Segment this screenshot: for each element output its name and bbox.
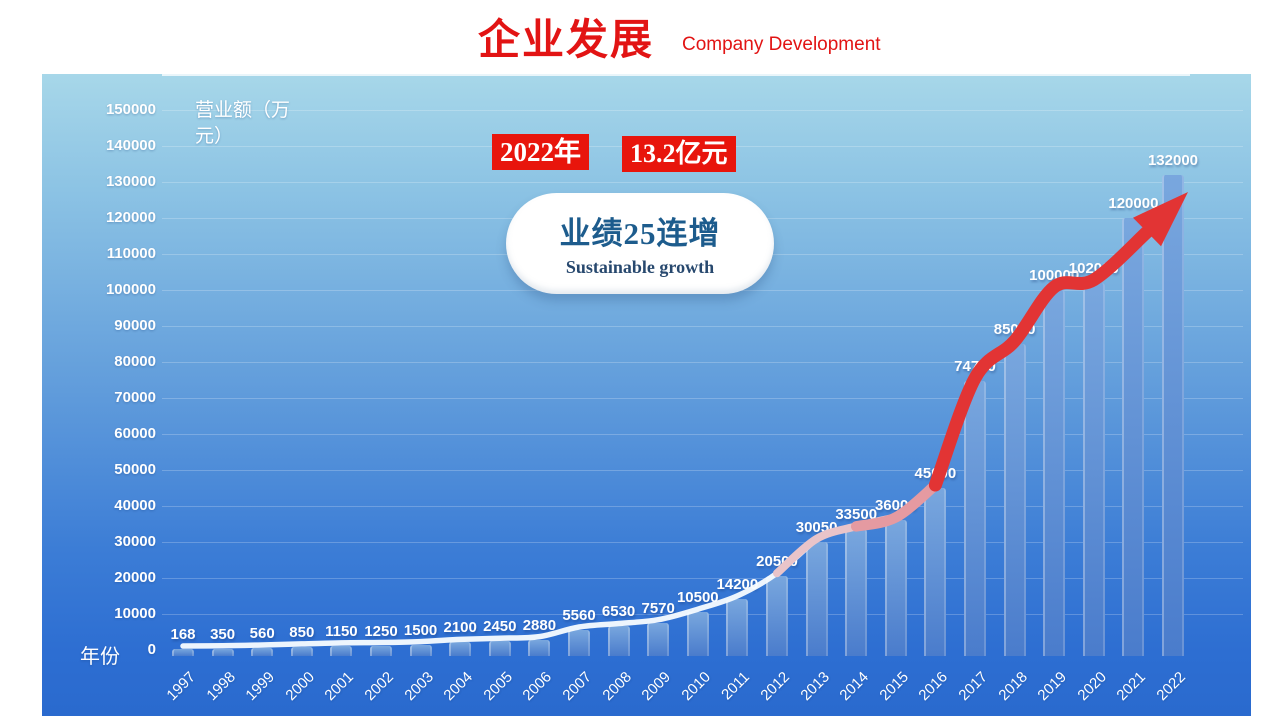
- gridline: [162, 110, 1243, 111]
- data-label-2020: 102000: [1068, 259, 1119, 277]
- gridline: [162, 434, 1243, 435]
- bar-2009: [647, 622, 670, 656]
- gridline: [162, 362, 1243, 363]
- bar-1997: [172, 649, 194, 656]
- bar-2022: [1162, 174, 1184, 656]
- bubble-title: 业绩25连增: [559, 216, 721, 251]
- bar-2011: [726, 598, 749, 656]
- data-label-2015: 36000: [874, 497, 917, 515]
- y-tick-label: 30000: [114, 533, 156, 550]
- bar-2006: [528, 639, 551, 656]
- gridline: [162, 398, 1243, 399]
- y-tick-label: 110000: [106, 245, 156, 262]
- y-tick-label: 70000: [114, 389, 156, 406]
- bar-2018: [1003, 344, 1026, 656]
- growth-bubble: 业绩25连增 Sustainable growth: [506, 193, 774, 294]
- y-tick-label: 10000: [114, 605, 156, 622]
- y-tick-label: 0: [147, 641, 156, 658]
- bar-2004: [449, 642, 472, 656]
- page-title: 企业发展: [478, 16, 655, 63]
- bar-2008: [607, 626, 630, 656]
- page-subtitle: Company Development: [682, 34, 881, 55]
- bar-1999: [251, 647, 274, 656]
- amount-badge: 13.2亿元: [622, 136, 736, 172]
- data-label-2022: 132000: [1147, 151, 1199, 169]
- x-axis-line: [162, 74, 1190, 76]
- bar-2015: [884, 520, 907, 656]
- bar-2020: [1082, 282, 1105, 656]
- y-tick-label: 140000: [105, 137, 156, 154]
- gridline: [162, 542, 1243, 543]
- bar-2005: [488, 641, 511, 656]
- data-label-2012: 20500: [756, 553, 798, 571]
- y-tick-label: 130000: [105, 173, 156, 190]
- y-tick-label: 80000: [114, 353, 156, 370]
- year-badge: 2022年: [492, 134, 589, 170]
- y-tick-label: 60000: [114, 425, 156, 442]
- bar-2000: [290, 646, 313, 656]
- data-label-2021: 120000: [1108, 195, 1159, 212]
- y-tick-label: 20000: [114, 569, 156, 586]
- data-label-2011: 14200: [716, 575, 759, 593]
- y-tick-label: 90000: [114, 317, 156, 334]
- bar-2017: [964, 381, 986, 656]
- y-tick-label: 50000: [114, 461, 156, 478]
- y-axis-title: 营业额（万元）: [195, 100, 291, 147]
- y-tick-label: 40000: [114, 497, 156, 514]
- data-label-2017: 74700: [954, 358, 996, 376]
- bar-2014: [845, 529, 868, 656]
- bar-1998: [211, 648, 234, 656]
- bar-2010: [686, 612, 709, 656]
- data-label-2018: 85000: [993, 321, 1036, 338]
- x-axis-title: 年份: [80, 646, 120, 668]
- bubble-subtitle: Sustainable growth: [565, 257, 715, 277]
- bar-2003: [409, 644, 432, 656]
- bar-2002: [370, 645, 392, 656]
- gridline: [162, 470, 1243, 471]
- y-tick-label: 120000: [105, 209, 156, 226]
- y-tick-label: 150000: [105, 101, 156, 118]
- gridline: [162, 326, 1243, 327]
- y-tick-label: 100000: [105, 281, 156, 298]
- data-label-2016: 45000: [914, 465, 957, 482]
- bar-2019: [1043, 290, 1066, 656]
- bar-2007: [568, 629, 590, 656]
- bar-2001: [330, 645, 353, 656]
- bar-2021: [1122, 218, 1145, 656]
- gridline: [162, 506, 1243, 507]
- gridline: [162, 182, 1243, 183]
